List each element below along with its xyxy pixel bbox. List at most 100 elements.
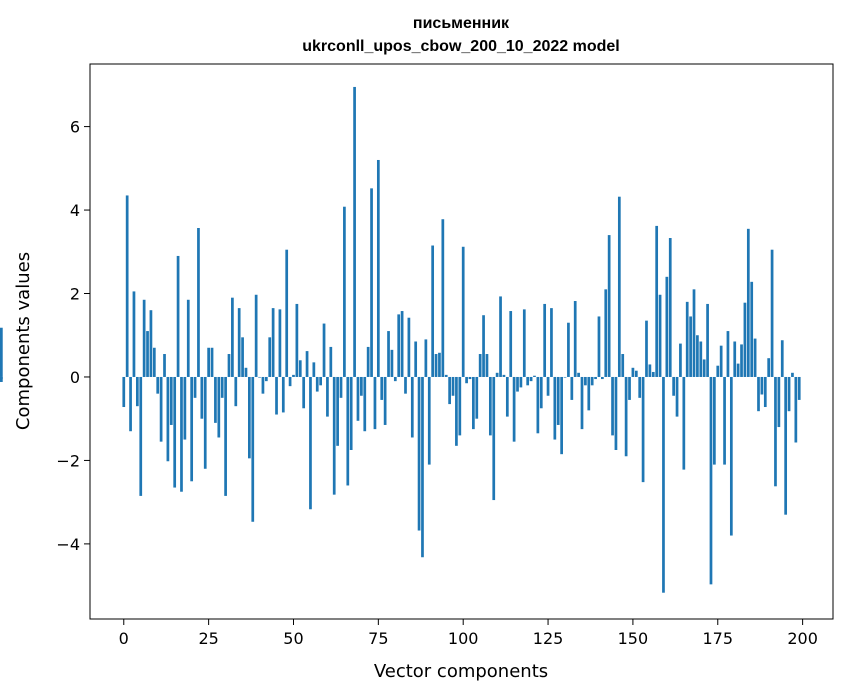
bar — [298, 360, 302, 377]
bar — [577, 372, 580, 377]
bar — [421, 376, 424, 558]
bar — [482, 315, 485, 377]
plot-frame — [89, 63, 834, 620]
bar — [685, 301, 689, 377]
y-tick-label: −2 — [56, 451, 80, 470]
bar — [193, 376, 197, 398]
bar — [142, 299, 146, 377]
bar — [780, 340, 784, 377]
bar — [312, 362, 316, 377]
y-axis: −4 −2 0 2 4 6 — [56, 118, 90, 554]
bar — [468, 376, 472, 380]
bar — [570, 376, 574, 400]
bar — [699, 341, 703, 377]
bar — [750, 281, 754, 377]
bar — [383, 376, 387, 425]
bar — [146, 331, 149, 377]
bar — [315, 376, 319, 392]
bar — [431, 245, 435, 377]
bar — [441, 219, 445, 377]
bar — [224, 376, 227, 496]
bar — [251, 376, 255, 522]
bar — [709, 376, 713, 585]
bar — [244, 367, 248, 377]
bar — [631, 367, 635, 377]
bar — [512, 376, 516, 442]
bar — [784, 376, 788, 515]
x-tick-label: 100 — [448, 629, 479, 648]
bar — [767, 358, 771, 377]
bar — [363, 376, 367, 432]
bar — [234, 376, 238, 407]
x-tick-label: 25 — [198, 629, 218, 648]
bar — [726, 331, 730, 377]
bar — [183, 376, 187, 440]
bar — [617, 196, 621, 377]
bar — [757, 376, 760, 412]
chart-title: письменник — [413, 15, 510, 32]
bar — [550, 308, 553, 377]
y-axis-label: Components values — [13, 252, 34, 430]
bar — [604, 289, 608, 377]
bar — [668, 238, 672, 377]
x-tick-label: 150 — [618, 629, 649, 648]
bar — [499, 296, 502, 377]
bar — [176, 255, 180, 377]
x-tick-label: 50 — [283, 629, 303, 648]
bar — [434, 354, 438, 377]
bar — [309, 376, 312, 510]
bar — [563, 376, 567, 378]
bar — [533, 375, 536, 377]
bar — [248, 376, 251, 459]
bar — [597, 316, 601, 377]
chart-subtitle: ukrconll_upos_cbow_200_10_2022 model — [302, 38, 619, 55]
bar — [336, 376, 339, 446]
bar — [152, 347, 156, 377]
bar — [166, 376, 170, 462]
bar — [624, 376, 628, 457]
bar — [332, 376, 336, 495]
bar — [665, 276, 669, 377]
bar — [655, 225, 659, 377]
bar — [662, 376, 665, 593]
bar — [492, 376, 496, 501]
bar — [601, 376, 604, 380]
bar — [231, 297, 234, 377]
bar — [590, 376, 594, 386]
bar — [210, 347, 214, 377]
bar — [740, 344, 743, 377]
y-tick-label: 4 — [70, 201, 80, 220]
bar — [285, 249, 289, 377]
bar — [217, 376, 221, 438]
bar — [567, 322, 570, 377]
bar — [628, 376, 631, 400]
bar — [509, 311, 513, 377]
y-tick-label: 0 — [70, 368, 80, 387]
bar — [343, 206, 346, 377]
bar — [536, 376, 540, 434]
bar — [723, 376, 726, 465]
bar — [414, 341, 418, 377]
bar — [203, 376, 207, 469]
bar — [556, 376, 560, 425]
bar — [502, 374, 506, 377]
x-tick-label: 125 — [533, 629, 564, 648]
bar — [553, 376, 557, 440]
bar — [407, 317, 411, 377]
bar — [743, 302, 747, 377]
bar — [326, 376, 329, 417]
bar — [614, 376, 618, 450]
bar — [746, 228, 750, 377]
bar — [621, 354, 625, 377]
bar — [264, 376, 268, 382]
bar — [360, 376, 363, 396]
x-axis: 0 25 50 75 100 125 150 175 200 — [119, 619, 818, 648]
bar — [584, 376, 587, 386]
bar — [387, 331, 390, 377]
bar — [400, 311, 404, 377]
bar — [139, 376, 143, 496]
bar — [770, 249, 774, 377]
bar — [682, 376, 686, 470]
bar — [339, 376, 343, 398]
